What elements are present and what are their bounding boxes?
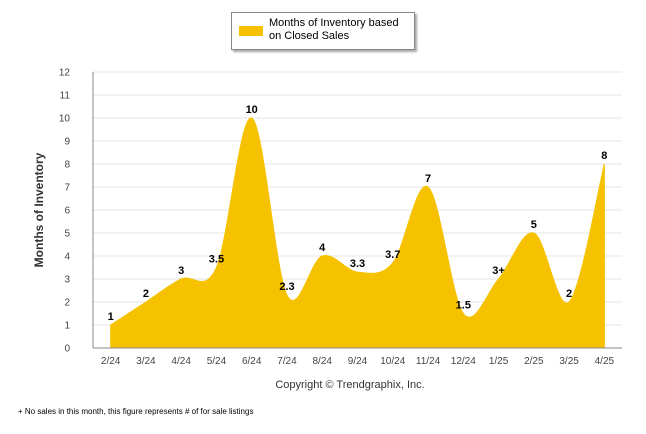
data-label: 2 [566, 288, 572, 300]
data-label: 3.7 [385, 249, 400, 261]
x-tick-label: 1/25 [489, 356, 509, 367]
y-tick-label: 1 [64, 321, 70, 332]
data-label: 4 [319, 242, 326, 254]
y-tick-label: 0 [64, 344, 70, 355]
data-labels: 1 2 3 3.5 10 2.3 4 3.3 3.7 7 1.5 3+ 5 2 8 [108, 104, 608, 323]
y-tick-label: 12 [59, 68, 71, 79]
x-tick-label: 10/24 [380, 356, 405, 367]
x-tick-label: 7/24 [277, 356, 297, 367]
x-tick-label: 11/24 [416, 356, 441, 367]
x-axis-label: Copyright © Trendgraphix, Inc. [275, 379, 424, 391]
data-label: 3 [178, 265, 184, 277]
x-tick-labels: 2/24 3/24 4/24 5/24 6/24 7/24 8/24 9/24 10/24 11/… [101, 356, 615, 367]
y-tick-label: 9 [64, 137, 70, 148]
y-tick-label: 2 [64, 298, 70, 309]
x-tick-label: 4/24 [171, 356, 191, 367]
data-label: 3.5 [209, 254, 224, 266]
legend-swatch [239, 26, 263, 36]
y-tick-label: 3 [64, 275, 70, 286]
y-tick-label: 10 [59, 114, 71, 125]
legend: Months of Inventory based on Closed Sale… [231, 12, 415, 50]
x-tick-label: 2/24 [101, 356, 121, 367]
x-tick-label: 3/24 [136, 356, 156, 367]
footnote: + No sales in this month, this figure re… [18, 407, 254, 416]
data-label: 2 [143, 288, 149, 300]
x-tick-label: 2/25 [524, 356, 544, 367]
x-tick-label: 8/24 [312, 356, 332, 367]
data-label: 3.3 [350, 258, 365, 270]
data-label: 8 [601, 150, 607, 162]
y-tick-label: 5 [64, 229, 70, 240]
axes [92, 72, 622, 349]
data-label: 1 [108, 311, 114, 323]
y-tick-label: 6 [64, 206, 70, 217]
data-label: 7 [425, 173, 431, 185]
data-label: 5 [531, 219, 537, 231]
y-tick-label: 7 [64, 183, 70, 194]
x-tick-label: 4/25 [595, 356, 615, 367]
data-label: 2.3 [279, 281, 294, 293]
x-tick-label: 5/24 [207, 356, 227, 367]
x-tick-label: 6/24 [242, 356, 262, 367]
y-tick-label: 11 [60, 91, 71, 102]
y-tick-label: 4 [64, 252, 70, 263]
area-series [110, 117, 605, 349]
legend-label: Months of Inventory based on Closed Sale… [269, 17, 399, 42]
data-label: 10 [246, 104, 258, 116]
y-axis-label: Months of Inventory [32, 152, 46, 267]
x-tick-label: 3/25 [559, 356, 579, 367]
data-label: 1.5 [456, 300, 471, 312]
x-tick-label: 9/24 [348, 356, 368, 367]
area-fill [110, 117, 605, 349]
y-tick-label: 8 [64, 160, 70, 171]
x-tick-label: 12/24 [451, 356, 476, 367]
data-label: 3+ [492, 265, 505, 277]
